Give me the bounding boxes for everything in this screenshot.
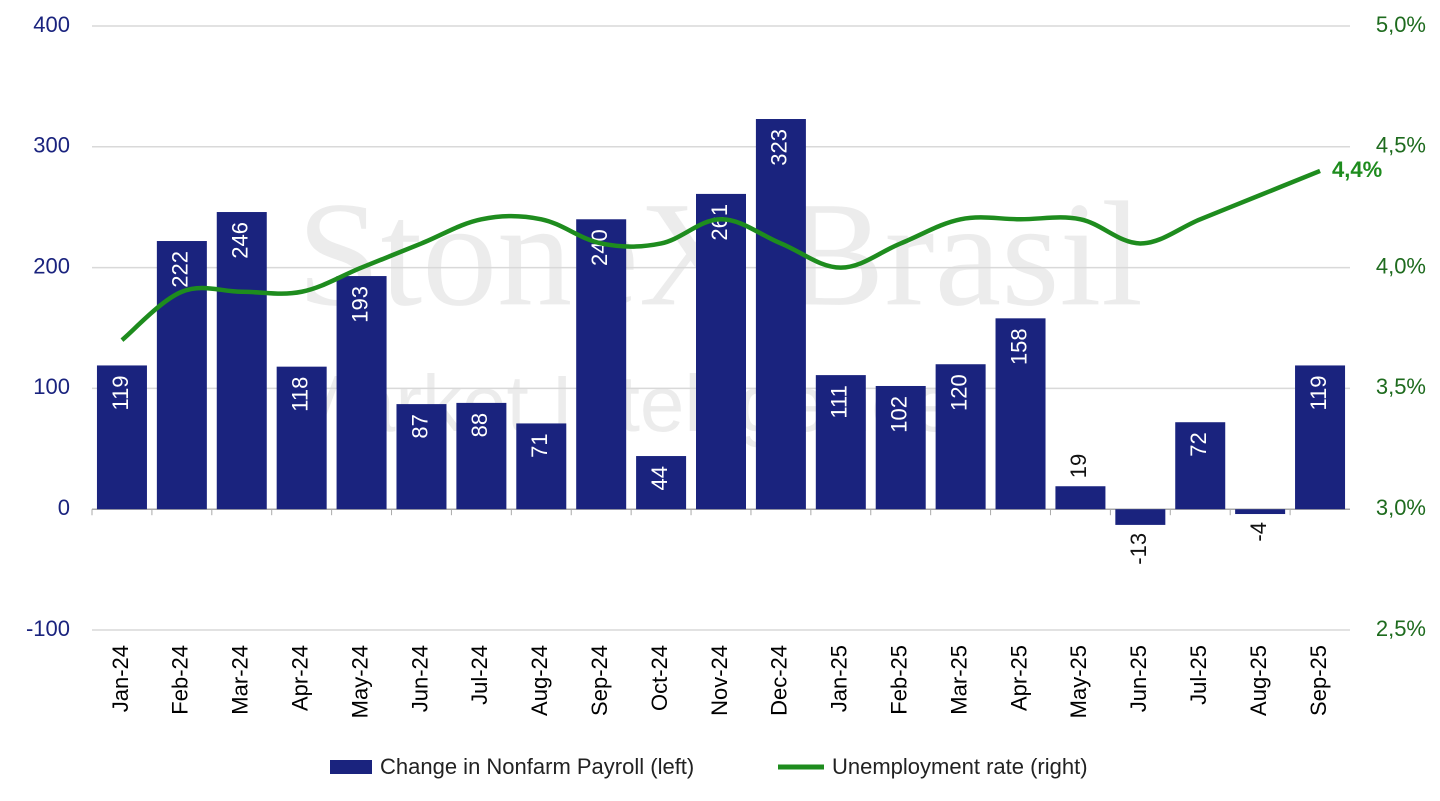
y2-tick-label: 4,0% [1376, 253, 1426, 278]
bar-label: 119 [108, 375, 133, 410]
bar-label: -13 [1126, 533, 1151, 565]
bar [995, 318, 1046, 510]
bar-label: 240 [587, 229, 612, 266]
y-tick-label: 200 [33, 253, 70, 278]
x-tick-label: Jul-25 [1186, 645, 1211, 705]
y2-tick-label: 2,5% [1376, 616, 1426, 641]
bar-label: 120 [946, 374, 971, 411]
bar [96, 365, 147, 510]
bar [636, 456, 687, 510]
x-tick-label: Feb-24 [168, 645, 193, 715]
bar [755, 119, 806, 510]
bar [935, 364, 986, 510]
y-tick-label: -100 [26, 616, 70, 641]
y-tick-label: 400 [33, 12, 70, 37]
bar [1175, 422, 1226, 510]
y-tick-label: 300 [33, 133, 70, 158]
bar-label: 246 [228, 222, 253, 259]
bar [875, 385, 926, 510]
bar-label: 119 [1306, 375, 1331, 410]
x-tick-label: Mar-25 [946, 645, 971, 715]
x-tick-label: Sep-24 [587, 645, 612, 716]
legend-swatch [330, 760, 372, 774]
x-tick-label: Aug-24 [527, 645, 552, 716]
x-tick-label: Apr-24 [287, 645, 312, 711]
bar [576, 219, 627, 510]
x-tick-label: Jan-25 [827, 645, 852, 712]
bar [456, 402, 507, 510]
bar-label: 87 [407, 414, 432, 438]
bar [396, 404, 447, 510]
bar-label: -4 [1246, 522, 1271, 542]
x-tick-label: Sep-25 [1306, 645, 1331, 716]
x-tick-label: Dec-24 [767, 645, 792, 716]
bar [276, 366, 327, 510]
x-tick-label: Jun-24 [407, 645, 432, 712]
x-tick-label: Feb-25 [887, 645, 912, 715]
x-tick-label: Apr-25 [1006, 645, 1031, 711]
bar-label: 88 [467, 413, 492, 437]
legend-label: Change in Nonfarm Payroll (left) [380, 754, 694, 779]
y2-tick-label: 3,0% [1376, 495, 1426, 520]
y2-tick-label: 4,5% [1376, 133, 1426, 158]
bar-label: 102 [887, 396, 912, 433]
y-tick-label: 100 [33, 374, 70, 399]
bar-label: 222 [168, 251, 193, 288]
x-tick-label: Jan-24 [108, 645, 133, 712]
bar [1295, 365, 1346, 510]
bar-label: 72 [1186, 432, 1211, 456]
x-tick-label: May-24 [347, 645, 372, 718]
bar [1115, 509, 1166, 525]
bar [336, 276, 387, 510]
bar-label: 323 [767, 129, 792, 166]
legend-label: Unemployment rate (right) [832, 754, 1088, 779]
bar-label: 111 [827, 385, 852, 418]
x-tick-label: Mar-24 [228, 645, 253, 715]
bar-label: 44 [647, 466, 672, 490]
y2-tick-label: 3,5% [1376, 374, 1426, 399]
x-tick-label: Jul-24 [467, 645, 492, 705]
x-tick-label: Aug-25 [1246, 645, 1271, 716]
bar-label: 193 [347, 286, 372, 323]
y-tick-label: 0 [58, 495, 70, 520]
bar-label: 19 [1066, 454, 1091, 478]
x-tick-label: Oct-24 [647, 645, 672, 711]
bar [156, 241, 207, 510]
bar [216, 212, 267, 510]
x-tick-label: Jun-25 [1126, 645, 1151, 712]
bar [815, 375, 866, 510]
x-tick-label: May-25 [1066, 645, 1091, 718]
bar-label: 118 [287, 377, 312, 412]
bar [516, 423, 567, 510]
bar [696, 193, 746, 510]
y2-tick-label: 5,0% [1376, 12, 1426, 37]
bar-label: 71 [527, 433, 552, 457]
bar [1235, 509, 1286, 515]
x-tick-label: Nov-24 [707, 645, 732, 716]
bar-label: 158 [1006, 328, 1031, 365]
line-label: 4,4% [1332, 157, 1382, 182]
line [120, 168, 1321, 342]
bar [1055, 486, 1106, 510]
